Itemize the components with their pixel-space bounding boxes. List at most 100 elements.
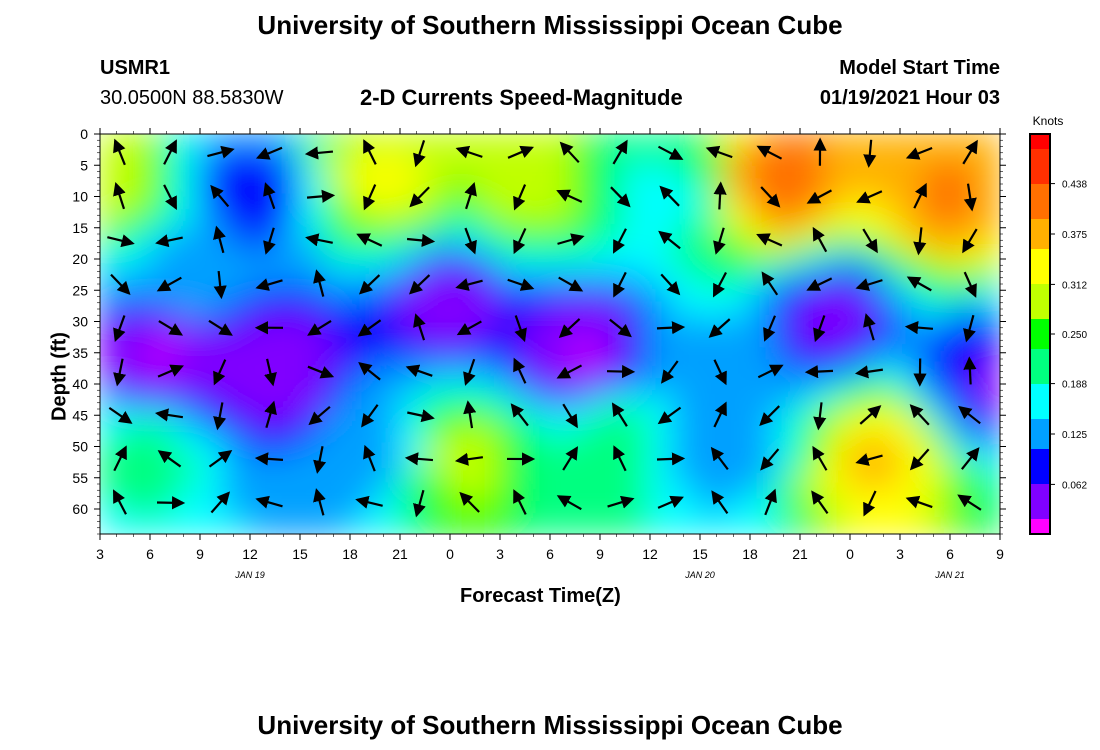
- colorbar-swatch: [1030, 159, 1050, 165]
- colorbar-swatch: [1030, 214, 1050, 220]
- colorbar-swatch: [1030, 509, 1050, 515]
- y-tick-label: 25: [72, 282, 88, 298]
- colorbar-swatch: [1030, 424, 1050, 430]
- current-vector-arrow: [764, 488, 777, 516]
- colorbar-swatch: [1030, 374, 1050, 380]
- colorbar-swatch: [1030, 204, 1050, 210]
- colorbar-swatch: [1030, 324, 1050, 330]
- current-vector-arrow: [963, 314, 976, 343]
- current-vector-arrow: [213, 402, 227, 431]
- current-vector-arrow: [459, 491, 480, 513]
- x-tick-label: 18: [742, 546, 758, 562]
- current-vector-arrow: [558, 276, 584, 292]
- colorbar-swatch: [1030, 499, 1050, 505]
- current-vector-arrow: [756, 233, 783, 247]
- current-vector-arrow: [557, 233, 585, 247]
- colorbar-swatch: [1030, 449, 1050, 455]
- colorbar-tick-label: 0.312: [1062, 280, 1087, 291]
- current-vector-arrow: [812, 445, 828, 471]
- colorbar-swatch: [1030, 354, 1050, 360]
- current-vector-arrow: [455, 278, 483, 291]
- colorbar-swatch: [1030, 364, 1050, 370]
- current-vector-arrow: [213, 359, 227, 386]
- current-vector-arrow: [656, 321, 686, 335]
- model-start-value: 01/19/2021 Hour 03: [819, 87, 1000, 109]
- date-label: JAN 19: [234, 570, 265, 580]
- current-vector-arrow: [713, 401, 727, 428]
- current-vector-arrow: [913, 227, 927, 256]
- current-vector-arrow: [862, 228, 878, 254]
- colorbar-swatch: [1030, 474, 1050, 480]
- colorbar-swatch: [1030, 319, 1050, 325]
- current-vector-arrow: [613, 228, 627, 254]
- colorbar-swatch: [1030, 274, 1050, 280]
- model-start-label: Model Start Time: [839, 57, 1000, 79]
- current-vector-arrow: [855, 278, 883, 291]
- y-tick-label: 10: [72, 189, 88, 205]
- colorbar-swatch: [1030, 429, 1050, 435]
- colorbar-swatch: [1030, 224, 1050, 230]
- current-vector-arrow: [113, 138, 126, 166]
- current-vector-arrow: [705, 145, 733, 159]
- current-vector-arrow: [760, 186, 781, 208]
- current-vector-arrow: [905, 146, 933, 160]
- colorbar-swatch: [1030, 199, 1050, 205]
- current-vector-arrow: [361, 404, 379, 428]
- colorbar-swatch: [1030, 314, 1050, 320]
- current-vector-arrow: [110, 273, 131, 295]
- current-vector-arrow: [107, 234, 135, 248]
- current-vector-arrow: [657, 406, 682, 425]
- colorbar-swatch: [1030, 344, 1050, 350]
- current-vector-arrow: [157, 364, 184, 378]
- current-vector-arrow: [759, 405, 780, 426]
- current-vector-arrow: [113, 445, 127, 472]
- current-vector-arrow: [811, 490, 829, 514]
- current-vector-arrow: [213, 270, 227, 300]
- current-vector-arrow: [208, 319, 233, 336]
- current-vector-arrow: [307, 319, 332, 336]
- current-vector-arrow: [713, 359, 727, 386]
- current-vector-arrow: [313, 446, 327, 474]
- colorbar-swatch: [1030, 484, 1050, 490]
- colorbar-swatch: [1030, 134, 1050, 140]
- x-tick-label: 0: [846, 546, 854, 562]
- current-vector-arrow: [263, 182, 276, 210]
- colorbar-swatch: [1030, 409, 1050, 415]
- current-vector-arrow: [562, 403, 578, 429]
- colorbar-swatch: [1030, 524, 1050, 530]
- colorbar-swatch: [1030, 239, 1050, 245]
- current-vector-arrow: [463, 358, 476, 386]
- chart-title: University of Southern Mississippi Ocean…: [257, 10, 843, 40]
- colorbar-swatch: [1030, 479, 1050, 485]
- current-vector-arrow: [113, 182, 126, 210]
- current-vector-arrow: [757, 364, 784, 379]
- current-vector-arrow: [963, 271, 977, 298]
- colorbar-tick-label: 0.188: [1062, 380, 1087, 391]
- current-vector-arrow: [355, 495, 383, 509]
- station-coords: 30.0500N 88.5830W: [100, 87, 284, 109]
- x-tick-label: 15: [692, 546, 708, 562]
- current-vector-arrow: [657, 145, 684, 160]
- current-vector-arrow: [358, 274, 381, 295]
- current-vector-arrow: [156, 276, 182, 292]
- colorbar-swatch: [1030, 349, 1050, 355]
- x-axis-label: Forecast Time(Z): [460, 585, 621, 607]
- colorbar-swatch: [1030, 289, 1050, 295]
- current-vector-arrow: [456, 320, 482, 336]
- colorbar-swatch: [1030, 329, 1050, 335]
- current-vector-arrow: [306, 189, 336, 203]
- current-vector-arrow: [413, 140, 426, 168]
- x-tick-label: 18: [342, 546, 358, 562]
- current-vector-arrow: [556, 364, 583, 379]
- current-vector-arrow: [713, 227, 726, 255]
- current-vector-arrow: [464, 182, 477, 210]
- current-vector-arrow: [263, 227, 276, 255]
- current-vector-arrow: [513, 357, 527, 384]
- colorbar-swatch: [1030, 419, 1050, 425]
- current-vector-arrow: [656, 452, 686, 466]
- colorbar-swatch: [1030, 149, 1050, 155]
- chart-subtitle: 2-D Currents Speed-Magnitude: [360, 85, 683, 110]
- current-vector-arrow: [660, 273, 681, 296]
- colorbar-tick-label: 0.438: [1062, 180, 1087, 191]
- colorbar-swatch: [1030, 184, 1050, 190]
